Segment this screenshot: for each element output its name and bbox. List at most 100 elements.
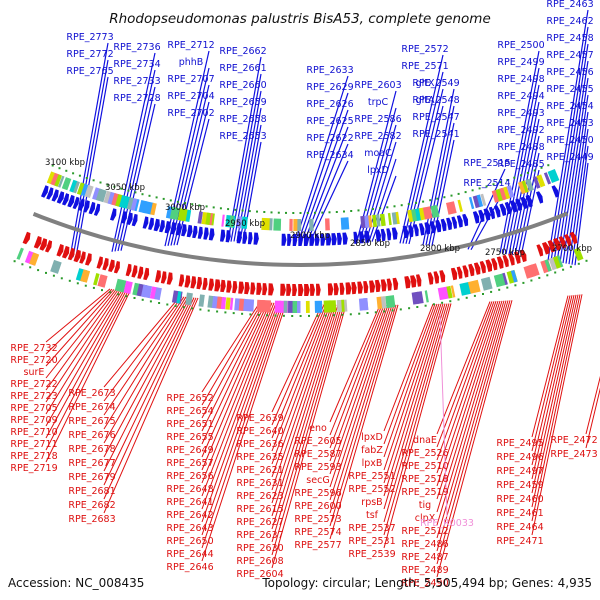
bottom-feature-label: RPE_2604 (236, 569, 283, 580)
forward-gene-arrow (110, 208, 117, 221)
bottom-feature-label: RPE_2646 (166, 562, 213, 573)
bottom-feature-label: RPE_2683 (68, 514, 115, 525)
forward-cog-bar (547, 169, 560, 183)
forward-cog-bar (61, 177, 72, 191)
scale-dot-outer (379, 207, 382, 210)
forward-gene-arrow (440, 218, 447, 232)
reverse-gene-arrow (238, 281, 245, 294)
scale-dot-inner (182, 306, 185, 309)
bottom-feature-label: RPE_2496 (496, 452, 543, 463)
bottom-connector-line (103, 297, 199, 514)
scale-dot-inner (530, 279, 533, 282)
bottom-feature-label: RPE_2471 (496, 536, 543, 547)
forward-cog-bar (521, 180, 529, 193)
forward-gene-arrow (358, 231, 365, 244)
reverse-gene-arrow (357, 281, 363, 294)
forward-cog-bar (84, 184, 94, 198)
bottom-feature-label: RPE_2722 (10, 379, 57, 390)
reverse-cog-bar (97, 274, 108, 288)
reverse-cog-bar (93, 273, 100, 286)
top-feature-label: RPE_2603 (354, 80, 401, 91)
forward-gene-arrow (192, 225, 198, 239)
forward-gene-arrow (525, 194, 533, 208)
reverse-gene-arrow (286, 283, 292, 296)
top-feature-label: RPE_2571 (401, 61, 448, 72)
scale-dot-outer (386, 206, 389, 209)
top-connector-line (505, 84, 540, 255)
bottom-feature-label: RPE_2573 (294, 514, 341, 525)
scale-dot-outer (547, 164, 550, 167)
forward-cog-bar (58, 175, 65, 188)
reverse-gene-arrow (244, 282, 250, 295)
bottom-feature-label: RPE_2460 (496, 494, 543, 505)
forward-cog-bar (229, 215, 235, 228)
scale-dot-inner (141, 298, 144, 301)
reverse-gene-arrow (220, 279, 226, 293)
scale-dot-inner (585, 259, 588, 262)
bottom-feature-label: RPE_2495 (496, 438, 543, 449)
reverse-gene-arrow (339, 282, 345, 295)
forward-cog-bar (476, 194, 484, 207)
reverse-cog-bar (380, 296, 387, 309)
reverse-gene-arrow (73, 249, 81, 263)
forward-gene-arrow (551, 185, 559, 198)
reverse-cog-bar (261, 300, 271, 313)
bottom-connector-line (103, 296, 183, 402)
scale-dot-inner (498, 288, 501, 291)
top-feature-label: RPE_2707 (167, 74, 214, 85)
bottom-connector-line (103, 297, 195, 486)
top-feature-label: lpxD (367, 165, 389, 176)
forward-gene-arrow (504, 201, 512, 215)
reverse-gene-arrow (485, 259, 492, 272)
bottom-connector-line (103, 297, 191, 458)
bottom-feature-label: tsf (366, 510, 379, 521)
forward-gene-arrow (253, 232, 259, 245)
bottom-connector-line (103, 297, 193, 472)
scale-dot-inner (569, 265, 572, 268)
scale-dot-inner (45, 271, 47, 274)
scale-dot-inner (522, 281, 525, 284)
scale-dot-outer (198, 204, 201, 207)
accession-text: Accession: NC_008435 (8, 576, 144, 590)
reverse-gene-arrow (143, 267, 150, 281)
kbp-tick-label: 2950 kbp (225, 219, 265, 229)
scale-dot-outer (499, 181, 502, 184)
reverse-gene-arrow (125, 263, 132, 277)
forward-gene-arrow (142, 216, 149, 229)
scale-dot-inner (166, 303, 169, 306)
scale-dot-inner (358, 312, 361, 315)
scale-dot-inner (399, 308, 402, 311)
scale-dot-outer (184, 202, 187, 204)
bottom-connector-line (436, 301, 497, 474)
reverse-gene-arrow (166, 272, 173, 285)
bottom-feature-label: RPE_2472 (550, 435, 597, 446)
bottom-connector-line (329, 304, 399, 540)
bottom-feature-label: rpsB (361, 497, 382, 508)
bottom-feature-label: RPE_2676 (68, 430, 115, 441)
kbp-tick-label: 3050 kbp (105, 183, 145, 193)
top-connector-line (310, 160, 349, 241)
top-feature-label: RPE_2773 (66, 32, 113, 43)
top-connector-line (301, 109, 349, 241)
bottom-feature-label: RPE_2487 (401, 552, 448, 563)
forward-gene-arrow (353, 231, 359, 244)
scale-dot-outer (464, 191, 467, 194)
bottom-connector-line (585, 375, 600, 435)
forward-gene-arrow (170, 222, 177, 235)
bottom-connector-line (271, 304, 337, 504)
scale-dot-outer (371, 208, 374, 210)
reverse-gene-arrow (427, 272, 434, 285)
top-connector-line (75, 76, 109, 257)
scale-dot-inner (199, 308, 202, 311)
scale-dot-outer (513, 176, 516, 179)
top-connector-line (508, 101, 540, 255)
bottom-feature-label: RPE_2459 (496, 480, 543, 491)
reverse-gene-arrow (433, 271, 439, 284)
scale-dot-inner (374, 311, 377, 314)
scale-dot-inner (457, 298, 460, 301)
bottom-connector-line (531, 295, 573, 466)
scale-dot-inner (324, 314, 327, 317)
bottom-connector-line (383, 303, 446, 510)
bottom-feature-label: RPE_2650 (166, 536, 213, 547)
forward-cog-bar (395, 211, 400, 225)
